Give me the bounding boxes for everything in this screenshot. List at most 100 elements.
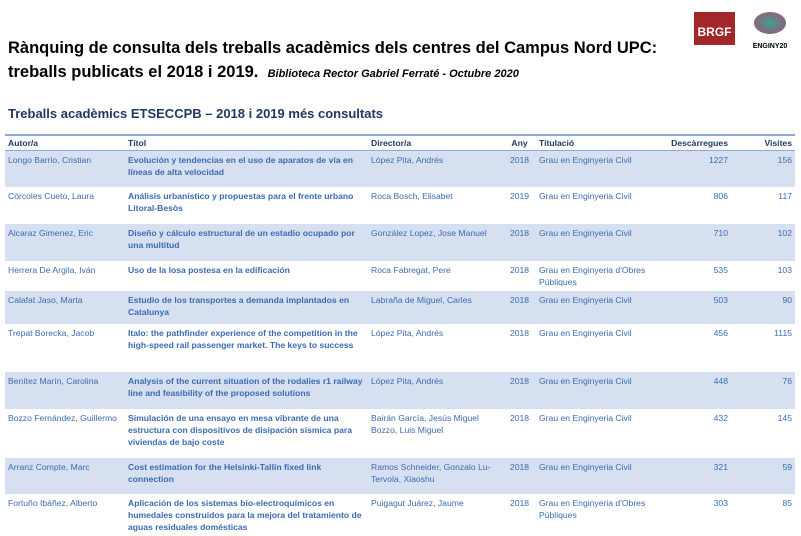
table-row: Bozzo Fernández, Guillermo Simulación de … [5,409,795,458]
cell-degree: Grau en Enginyeria Civil [539,190,632,201]
cell-degree: Grau en Enginyeria d'Obres Públiques [539,497,646,520]
cell-year: 2018 [509,327,530,338]
table-row: Córcoles Cueto, Laura Análisis urbanístic… [5,187,795,224]
cell-downloads: 503 [666,290,731,324]
table-row: Longo Barrio, Cristian Evolución y tenden… [5,150,795,187]
cell-author: Fortuño Ibáñez, Alberto [8,497,98,508]
cell-downloads: 303 [713,497,728,508]
cell-downloads: 456 [713,327,728,338]
table-row: Alcaraz Gimenez, Eric Diseño y cálculo es… [5,223,795,261]
cell-author: Alcaraz Gimenez, Eric [5,223,125,261]
cell-degree: Grau en Enginyeria d'Obres Públiques [539,264,646,287]
cell-downloads: 448 [666,371,731,409]
cell-title: Uso de la losa postesa en la edificación [128,264,290,275]
cell-author: Arranz Compte, Marc [5,457,125,494]
cell-author: Longo Barrio, Cristian [5,150,125,187]
cell-director: López Pita, Andrés [368,150,503,187]
cell-year: 2019 [509,190,530,201]
title-line-2-text: treballs publicats el 2018 i 2019. [8,63,259,81]
cell-title: Diseño y cálculo estructural de un estad… [125,223,368,261]
title-line-1: Rànquing de consulta dels treballs acadè… [8,39,658,57]
enginy20-logo-text: ENGINY20 [752,43,788,50]
cell-visits: 156 [731,150,795,187]
cell-degree: Grau en Enginyeria Civil [539,327,632,338]
cell-degree: Grau en Enginyeria Civil [536,223,666,261]
insect-icon [754,12,786,34]
cell-title: Italo: the pathfinder experience of the … [128,327,358,350]
header-visits: Visites [731,134,795,151]
cell-title: Evolución y tendencias en el uso de apar… [125,150,368,187]
cell-director: López Pita, Andrés [371,327,444,338]
header-downloads: Descàrregues [666,134,731,151]
cell-visits: 76 [731,371,795,409]
cell-visits: 1115 [774,327,792,338]
cell-title: Análisis urbanístico y propuestas para e… [128,190,354,213]
brgf-logo-text: BRGF [697,25,732,39]
document-title: Rànquing de consulta dels treballs acadè… [8,36,657,86]
cell-year: 2018 [503,457,536,494]
cell-year: 2018 [503,371,536,409]
section-title: Treballs acadèmics ETSECCPB – 2018 i 201… [8,106,384,121]
title-subtitle: Biblioteca Rector Gabriel Ferraté - Octu… [267,68,519,80]
header-director: Director/a [368,134,503,151]
cell-visits: 103 [777,264,792,275]
cell-visits: 102 [731,223,795,261]
cell-director: González Lopez, Jose Manuel [368,223,503,261]
header-degree: Titulació [536,134,666,151]
cell-degree: Grau en Enginyeria Civil [536,150,666,187]
cell-degree: Grau en Enginyeria Civil [536,290,666,324]
table-row: Trepat Borecka, Jacob Italo: the pathfind… [5,324,795,372]
cell-visits: 145 [777,412,792,423]
title-line-2: treballs publicats el 2018 i 2019. Bibli… [8,60,657,86]
table-row: Herrera De Argila, Iván Uso de la losa po… [5,261,795,291]
cell-year: 2018 [509,264,530,275]
cell-title: Analysis of the current situation of the… [125,371,368,409]
cell-director: Ramos Schneider, Gonzalo Lu-Tervola, Xia… [368,457,503,494]
cell-downloads: 1227 [666,150,731,187]
cell-director: Labraña de Miguel, Carles [368,290,503,324]
cell-author: Córcoles Cueto, Laura [8,190,94,201]
cell-year: 2018 [509,497,530,508]
ranking-table: Autor/a Títol Director/a Any Titulació Descàr… [5,134,795,536]
cell-degree: Grau en Enginyeria Civil [539,412,632,423]
table-header: Autor/a Títol Director/a Any Titulació Descàr… [5,134,795,151]
header-title: Títol [125,134,368,151]
cell-downloads: 321 [666,457,731,494]
cell-visits: 117 [778,190,792,201]
cell-visits: 85 [782,497,792,508]
cell-downloads: 432 [713,412,728,423]
cell-downloads: 535 [713,264,728,275]
cell-downloads: 806 [713,190,728,201]
header-author: Autor/a [5,134,125,151]
table-row: Benítez Marín, Carolina Analysis of the c… [5,371,795,409]
brgf-logo: BRGF [694,12,735,45]
cell-year: 2018 [503,150,536,187]
cell-visits: 90 [731,290,795,324]
cell-author: Benítez Marín, Carolina [5,371,125,409]
table-row: Fortuño Ibáñez, Alberto Aplicación de los… [5,494,795,536]
cell-director: Roca Fabregat, Pere [371,264,451,275]
header-year: Any [503,134,536,151]
cell-title: Cost estimation for the Helsinki-Tallin … [125,457,368,494]
cell-author: Calafat Jaso, Marta [5,290,125,324]
cell-title: Simulación de una ensayo en mesa vibrant… [128,412,352,447]
cell-director: Roca Bosch, Elisabet [371,190,453,201]
cell-degree: Grau en Enginyeria Civil [536,371,666,409]
cell-year: 2018 [509,412,530,423]
cell-title: Estudio de los transportes a demanda imp… [125,290,368,324]
cell-director: Bairán García, Jesús Miguel Bozzo, Luis … [371,412,479,435]
cell-director: Puigagut Juárez, Jaume [371,497,464,508]
table-row: Calafat Jaso, Marta Estudio de los transp… [5,290,795,324]
cell-author: Herrera De Argila, Iván [8,264,96,275]
cell-year: 2018 [503,223,536,261]
table-row: Arranz Compte, Marc Cost estimation for t… [5,457,795,494]
cell-visits: 59 [731,457,795,494]
cell-director: López Pita, Andrés [368,371,503,409]
cell-author: Bozzo Fernández, Guillermo [8,412,117,423]
cell-year: 2018 [503,290,536,324]
cell-author: Trepat Borecka, Jacob [8,327,95,338]
cell-title: Aplicación de los sistemas bio-electroqu… [128,497,362,532]
enginy20-logo: ENGINY20 [742,10,798,50]
cell-downloads: 710 [666,223,731,261]
cell-degree: Grau en Enginyeria Civil [536,457,666,494]
